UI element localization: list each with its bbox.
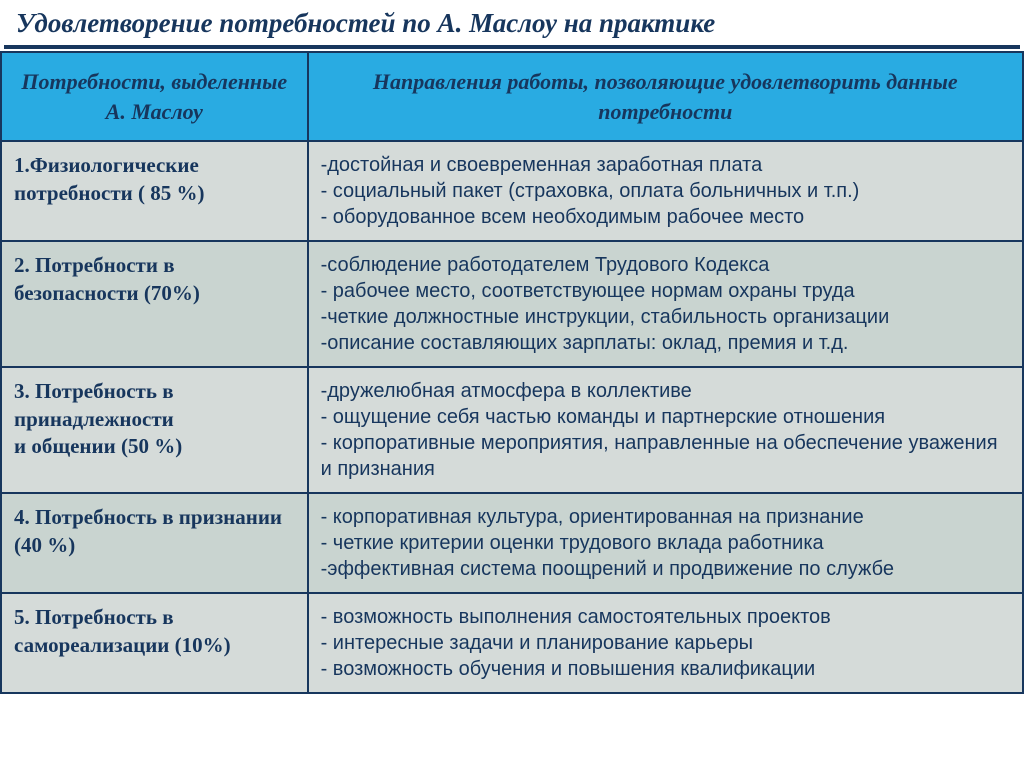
table-row: 4. Потребность в признании (40 %) - корп… [1, 493, 1023, 593]
table-row: 3. Потребность в принадлежностии общении… [1, 367, 1023, 493]
directions-cell: -соблюдение работодателем Трудового Коде… [308, 241, 1023, 367]
need-cell: 2. Потребности в безопасности (70%) [1, 241, 308, 367]
directions-cell: - корпоративная культура, ориентированна… [308, 493, 1023, 593]
header-directions: Направления работы, позволяющие удовлетв… [308, 52, 1023, 141]
table-row: 5. Потребность в самореализации (10%) - … [1, 593, 1023, 693]
table-row: 2. Потребности в безопасности (70%) -соб… [1, 241, 1023, 367]
need-cell: 4. Потребность в признании (40 %) [1, 493, 308, 593]
title-underline [4, 45, 1020, 49]
header-needs: Потребности, выделенные А. Маслоу [1, 52, 308, 141]
table-header-row: Потребности, выделенные А. Маслоу Направ… [1, 52, 1023, 141]
maslow-table: Потребности, выделенные А. Маслоу Направ… [0, 51, 1024, 694]
page-title: Удовлетворение потребностей по А. Маслоу… [0, 0, 1024, 45]
directions-cell: -достойная и своевременная заработная пл… [308, 141, 1023, 241]
need-cell: 1.Физиологические потребности ( 85 %) [1, 141, 308, 241]
need-cell: 3. Потребность в принадлежностии общении… [1, 367, 308, 493]
directions-cell: -дружелюбная атмосфера в коллективе- ощу… [308, 367, 1023, 493]
directions-cell: - возможность выполнения самостоятельных… [308, 593, 1023, 693]
need-cell: 5. Потребность в самореализации (10%) [1, 593, 308, 693]
table-row: 1.Физиологические потребности ( 85 %) -д… [1, 141, 1023, 241]
